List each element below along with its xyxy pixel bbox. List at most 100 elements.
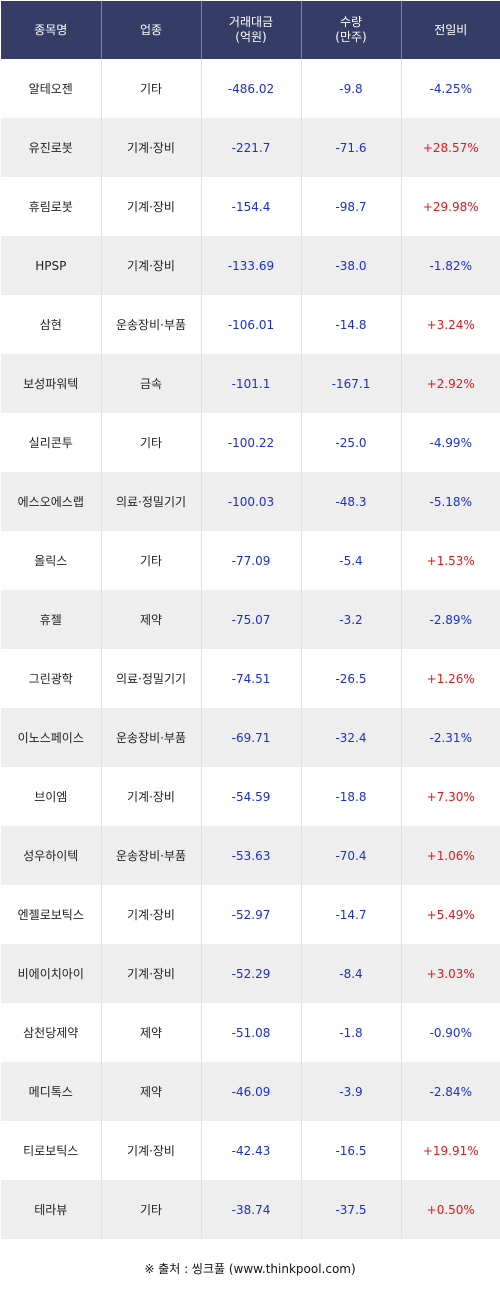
stock-name-cell: 비에이치아이 [1, 944, 102, 1003]
stock-name-cell: 티로보틱스 [1, 1121, 102, 1180]
sector-cell: 기타 [100, 59, 202, 118]
change-cell: +3.24% [400, 295, 500, 354]
amount-cell: -133.69 [200, 236, 302, 295]
volume-cell: -70.4 [300, 826, 402, 885]
change-cell: -5.18% [400, 472, 500, 531]
table-row: 테라뷰 기타 -38.74 -37.5 +0.50% [1, 1180, 500, 1239]
table-row: 실리콘투 기타 -100.22 -25.0 -4.99% [1, 413, 500, 472]
volume-cell: -48.3 [300, 472, 402, 531]
stock-name-cell: 알테오젠 [1, 59, 102, 118]
table-row: 올릭스 기타 -77.09 -5.4 +1.53% [1, 531, 500, 590]
amount-cell: -106.01 [200, 295, 302, 354]
sector-cell: 기타 [100, 531, 202, 590]
change-cell: +19.91% [400, 1121, 500, 1180]
table-row: 유진로봇 기계·장비 -221.7 -71.6 +28.57% [1, 118, 500, 177]
amount-cell: -100.03 [200, 472, 302, 531]
sector-cell: 기계·장비 [100, 1121, 202, 1180]
sector-cell: 의료·정밀기기 [100, 649, 202, 708]
change-cell: -2.89% [400, 590, 500, 649]
volume-cell: -5.4 [300, 531, 402, 590]
change-cell: +1.06% [400, 826, 500, 885]
change-cell: -1.82% [400, 236, 500, 295]
sector-cell: 제약 [100, 590, 202, 649]
volume-cell: -16.5 [300, 1121, 402, 1180]
volume-cell: -3.2 [300, 590, 402, 649]
amount-cell: -221.7 [200, 118, 302, 177]
table-row: 알테오젠 기타 -486.02 -9.8 -4.25% [1, 59, 500, 118]
volume-cell: -37.5 [300, 1180, 402, 1239]
stock-table: 종목명 업종 거래대금 (억원) 수량 (만주) 전일비 알테오젠 기타 -486.… [1, 1, 500, 1239]
table-row: 휴젤 제약 -75.07 -3.2 -2.89% [1, 590, 500, 649]
amount-cell: -46.09 [200, 1062, 302, 1121]
stock-name-cell: 테라뷰 [1, 1180, 102, 1239]
sector-cell: 금속 [100, 354, 202, 413]
change-cell: +0.50% [400, 1180, 500, 1239]
change-cell: +28.57% [400, 118, 500, 177]
volume-cell: -9.8 [300, 59, 402, 118]
table-row: 브이엠 기계·장비 -54.59 -18.8 +7.30% [1, 767, 500, 826]
amount-cell: -54.59 [200, 767, 302, 826]
volume-cell: -8.4 [300, 944, 402, 1003]
table-row: 엔젤로보틱스 기계·장비 -52.97 -14.7 +5.49% [1, 885, 500, 944]
amount-cell: -100.22 [200, 413, 302, 472]
amount-cell: -77.09 [200, 531, 302, 590]
stock-name-cell: 메디톡스 [1, 1062, 102, 1121]
volume-cell: -32.4 [300, 708, 402, 767]
volume-cell: -25.0 [300, 413, 402, 472]
stock-name-cell: 성우하이텍 [1, 826, 102, 885]
source-note: ※ 출처 : 씽크풀 (www.thinkpool.com) [144, 1262, 356, 1276]
volume-cell: -14.7 [300, 885, 402, 944]
header-amount: 거래대금 (억원) [200, 1, 302, 59]
table-row: HPSP 기계·장비 -133.69 -38.0 -1.82% [1, 236, 500, 295]
volume-cell: -167.1 [300, 354, 402, 413]
amount-cell: -101.1 [200, 354, 302, 413]
stock-name-cell: 에스오에스랩 [1, 472, 102, 531]
sector-cell: 기타 [100, 1180, 202, 1239]
header-change: 전일비 [400, 1, 500, 59]
header-row: 종목명 업종 거래대금 (억원) 수량 (만주) 전일비 [1, 1, 500, 59]
amount-cell: -74.51 [200, 649, 302, 708]
header-volume: 수량 (만주) [300, 1, 402, 59]
sector-cell: 기계·장비 [100, 767, 202, 826]
table-row: 에스오에스랩 의료·정밀기기 -100.03 -48.3 -5.18% [1, 472, 500, 531]
sector-cell: 제약 [100, 1062, 202, 1121]
stock-name-cell: 유진로봇 [1, 118, 102, 177]
table-row: 비에이치아이 기계·장비 -52.29 -8.4 +3.03% [1, 944, 500, 1003]
volume-cell: -98.7 [300, 177, 402, 236]
table-row: 티로보틱스 기계·장비 -42.43 -16.5 +19.91% [1, 1121, 500, 1180]
table-row: 이노스페이스 운송장비·부품 -69.71 -32.4 -2.31% [1, 708, 500, 767]
amount-cell: -486.02 [200, 59, 302, 118]
stock-name-cell: 그린광학 [1, 649, 102, 708]
change-cell: +3.03% [400, 944, 500, 1003]
volume-cell: -1.8 [300, 1003, 402, 1062]
sector-cell: 운송장비·부품 [100, 708, 202, 767]
header-sector: 업종 [100, 1, 202, 59]
amount-cell: -52.97 [200, 885, 302, 944]
table-row: 그린광학 의료·정밀기기 -74.51 -26.5 +1.26% [1, 649, 500, 708]
change-cell: -2.84% [400, 1062, 500, 1121]
volume-cell: -14.8 [300, 295, 402, 354]
stock-name-cell: HPSP [1, 236, 102, 295]
stock-name-cell: 브이엠 [1, 767, 102, 826]
change-cell: +1.26% [400, 649, 500, 708]
stock-name-cell: 엔젤로보틱스 [1, 885, 102, 944]
amount-cell: -52.29 [200, 944, 302, 1003]
stock-name-cell: 휴림로봇 [1, 177, 102, 236]
volume-cell: -38.0 [300, 236, 402, 295]
change-cell: +1.53% [400, 531, 500, 590]
sector-cell: 기계·장비 [100, 118, 202, 177]
sector-cell: 기타 [100, 413, 202, 472]
stock-name-cell: 휴젤 [1, 590, 102, 649]
sector-cell: 기계·장비 [100, 236, 202, 295]
amount-cell: -53.63 [200, 826, 302, 885]
table-row: 보성파워텍 금속 -101.1 -167.1 +2.92% [1, 354, 500, 413]
change-cell: -4.25% [400, 59, 500, 118]
sector-cell: 운송장비·부품 [100, 295, 202, 354]
sector-cell: 운송장비·부품 [100, 826, 202, 885]
table-row: 휴림로봇 기계·장비 -154.4 -98.7 +29.98% [1, 177, 500, 236]
table-header: 종목명 업종 거래대금 (억원) 수량 (만주) 전일비 [1, 1, 500, 59]
header-name: 종목명 [1, 1, 102, 59]
change-cell: +7.30% [400, 767, 500, 826]
table-row: 메디톡스 제약 -46.09 -3.9 -2.84% [1, 1062, 500, 1121]
table-row: 성우하이텍 운송장비·부품 -53.63 -70.4 +1.06% [1, 826, 500, 885]
